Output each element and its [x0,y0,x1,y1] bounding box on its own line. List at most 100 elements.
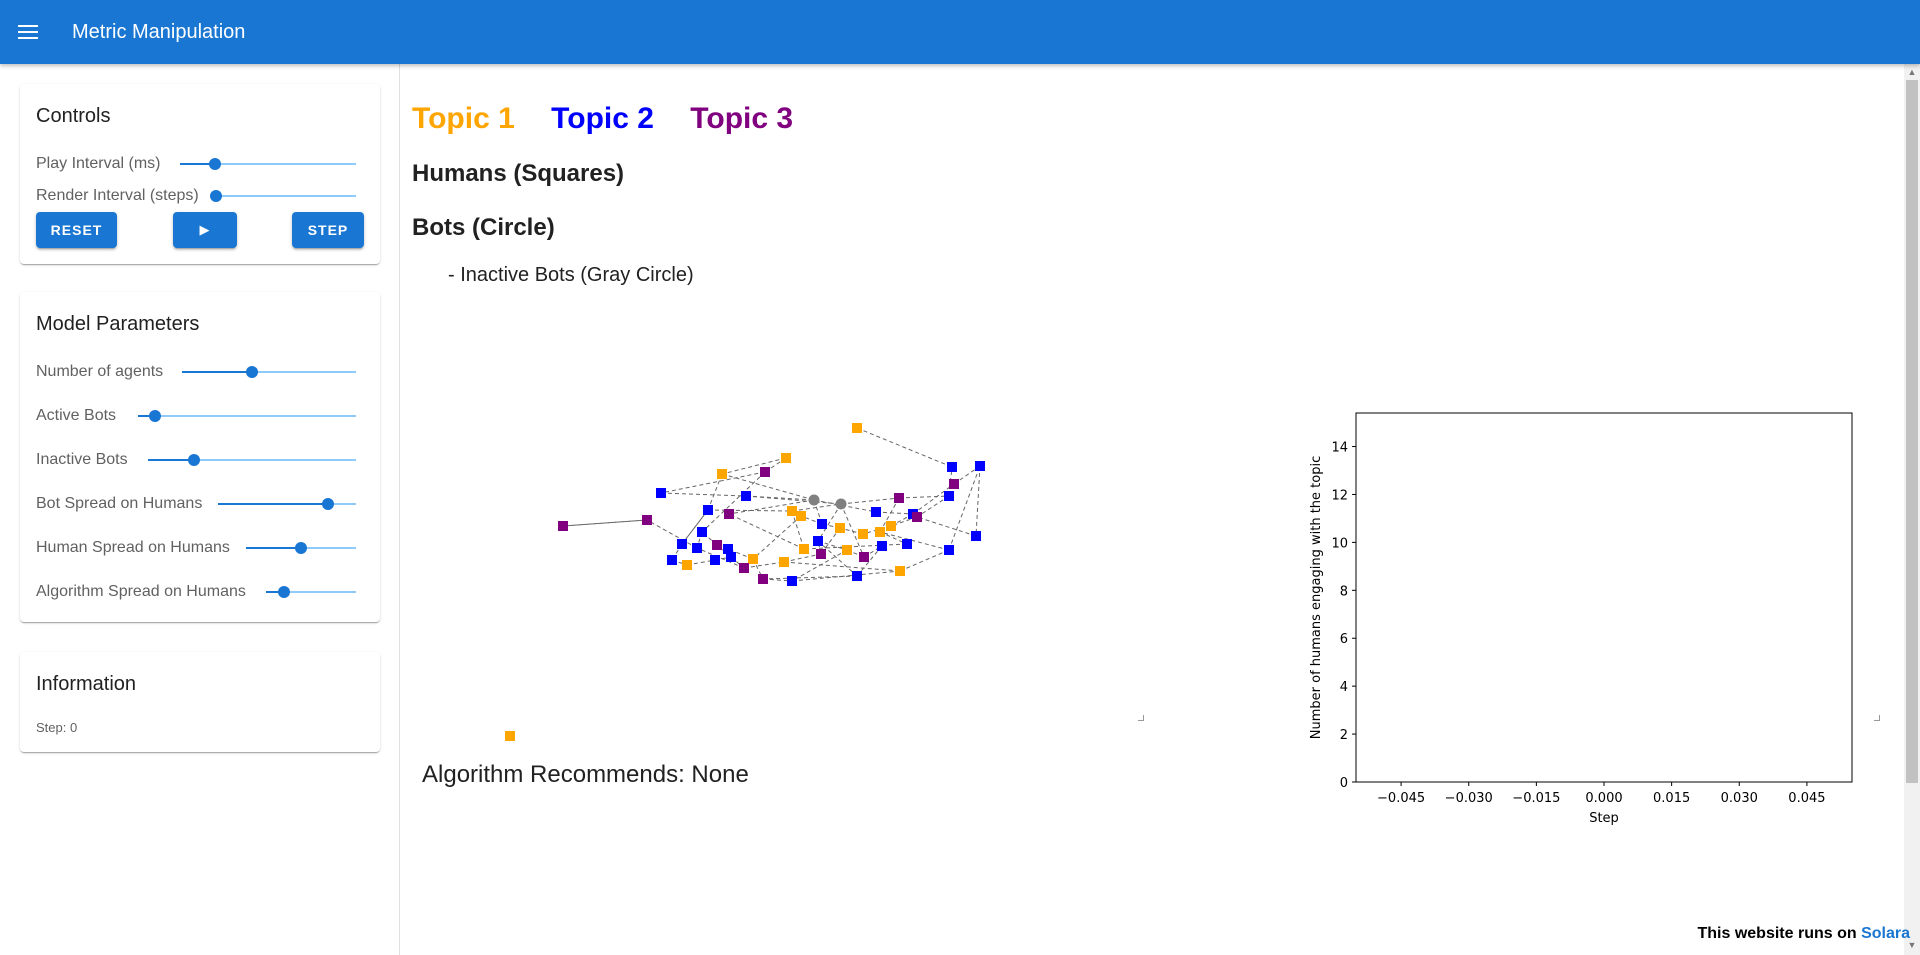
human-node [842,545,852,555]
y-tick-label: 12 [1331,488,1348,503]
y-tick-label: 8 [1340,584,1348,599]
human-node [871,507,881,517]
slider-thumb[interactable] [210,190,222,202]
parameter-slider-label: Active Bots [36,407,117,424]
human-node [677,539,687,549]
play-interval-label: Play Interval (ms) [36,155,161,172]
resize-handle[interactable] [1874,715,1880,721]
parameter-slider[interactable]: Algorithm Spread on Humans [36,580,356,604]
slider-thumb[interactable] [245,366,258,378]
slider-track[interactable] [210,190,356,202]
slider-track[interactable] [138,410,356,422]
parameter-slider[interactable]: Active Bots [36,404,356,428]
solara-link[interactable]: Solara [1861,925,1910,942]
parameter-slider[interactable]: Human Spread on Humans [36,536,356,560]
human-node [505,731,515,741]
step-button[interactable]: STEP [292,212,364,248]
network-edge [728,513,805,550]
network-edge [817,503,842,542]
human-node [642,515,652,525]
human-node [799,544,809,554]
plot-frame [1355,412,1853,783]
scrollbar[interactable]: ▲ ▼ [1904,64,1920,955]
human-node [796,511,806,521]
resize-handle[interactable] [1138,715,1144,721]
parameter-slider[interactable]: Inactive Bots [36,448,356,472]
slider-fill [246,547,301,549]
footer: This website runs on Solara [1698,925,1911,943]
network-edge [916,516,977,537]
network-edge [820,527,841,555]
network-edge [856,427,953,468]
slider-track[interactable] [218,498,356,510]
slider-thumb[interactable] [322,498,335,510]
slider-thumb[interactable] [209,158,222,170]
human-node [667,555,677,565]
network-nodes [505,423,985,741]
render-interval-slider[interactable]: Render Interval (steps) [36,184,356,208]
slider-track[interactable] [266,586,356,598]
render-interval-label: Render Interval (steps) [36,187,199,204]
human-node [944,491,954,501]
network-edge [660,471,766,494]
human-node [852,571,862,581]
menu-icon[interactable] [0,0,56,64]
slider-track[interactable] [182,366,356,378]
scroll-up-icon[interactable]: ▲ [1907,67,1917,77]
parameter-slider[interactable]: Number of agents [36,360,356,384]
network-edge [803,543,908,550]
network-edge [975,465,981,537]
slider-track[interactable] [180,158,356,170]
slider-fill [182,371,252,373]
controls-title: Controls [36,105,111,127]
human-node [895,566,905,576]
slider-fill [266,591,284,593]
play-button[interactable]: ▶ [173,212,237,248]
step-counter: Step: 0 [36,720,78,735]
slider-track[interactable] [148,454,356,466]
human-node [875,527,885,537]
network-edge [646,519,698,549]
human-node [726,552,736,562]
network-edge [875,511,914,515]
slider-thumb[interactable] [149,410,162,422]
human-node [787,576,797,586]
slider-thumb[interactable] [187,454,200,466]
network-edge [840,503,865,558]
human-node [710,555,720,565]
information-card: Information Step: 0 [20,652,380,752]
network-edge [721,473,815,501]
human-node [558,521,568,531]
human-node [858,529,868,539]
slider-track[interactable] [246,542,356,554]
slider-thumb[interactable] [278,586,290,598]
parameter-slider[interactable]: Bot Spread on Humans [36,492,356,516]
human-node [852,423,862,433]
human-node [724,509,734,519]
human-node [787,506,797,516]
scroll-down-icon[interactable]: ▼ [1907,940,1917,950]
human-node [816,549,826,559]
network-edge [752,515,802,560]
human-node [944,545,954,555]
y-tick-label: 6 [1340,632,1348,647]
slider-thumb[interactable] [295,542,307,554]
human-node [703,505,713,515]
network-edges [562,427,981,582]
parameter-slider-label: Inactive Bots [36,451,128,468]
human-node [739,563,749,573]
play-interval-slider[interactable]: Play Interval (ms) [36,152,356,176]
topic-legend: Topic 1 Topic 2 Topic 3 [412,102,821,136]
network-edge [912,483,955,515]
x-tick-label: −0.045 [1377,791,1425,806]
human-node [912,512,922,522]
model-parameters-card: Model Parameters Number of agents Active … [20,292,380,622]
reset-button[interactable]: RESET [36,212,117,248]
bots-heading: Bots (Circle) [412,214,555,241]
network-edge [783,553,822,563]
human-node [949,479,959,489]
network-edge [879,531,950,551]
parameter-slider-label: Number of agents [36,363,164,380]
parameter-slider-label: Algorithm Spread on Humans [36,583,246,600]
scrollbar-thumb[interactable] [1906,80,1918,783]
